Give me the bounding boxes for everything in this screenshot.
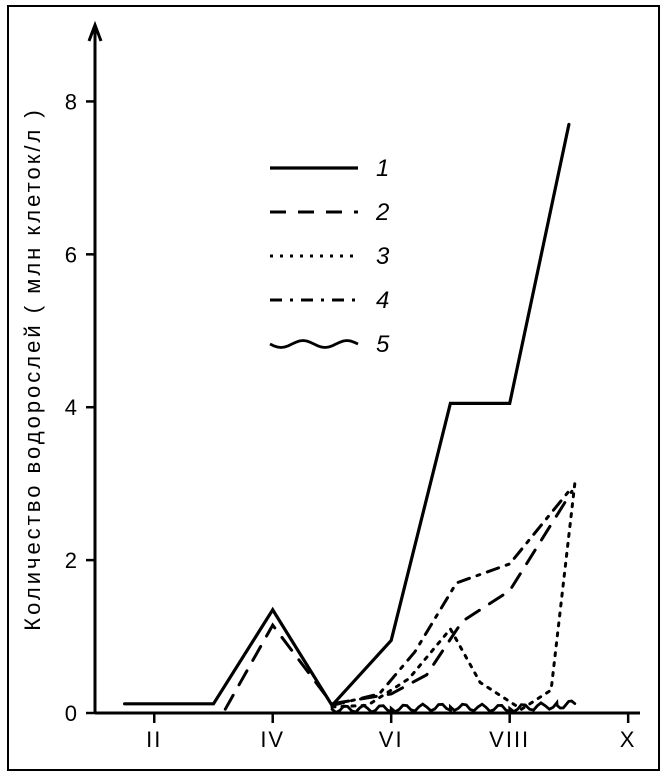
x-tick-label: II bbox=[146, 727, 162, 752]
y-tick-label: 6 bbox=[65, 242, 77, 267]
x-tick-label: IV bbox=[260, 727, 285, 752]
y-axis-label: Количество водорослей ( млн клеток/л ) bbox=[20, 107, 45, 630]
y-tick-label: 4 bbox=[65, 395, 77, 420]
series-s4 bbox=[332, 488, 572, 706]
y-tick-label: 2 bbox=[65, 548, 77, 573]
series-s2 bbox=[225, 491, 572, 709]
series-s1 bbox=[125, 124, 569, 705]
chart-svg: 0 2 4 6 8 II IV VI VIII X Количество водорослей ( … bbox=[0, 0, 668, 780]
series-s5 bbox=[332, 701, 575, 713]
series-s3 bbox=[332, 484, 575, 710]
legend-sample-s5 bbox=[270, 341, 358, 348]
legend-label-s5: 5 bbox=[376, 331, 390, 358]
chart-container: 0 2 4 6 8 II IV VI VIII X Количество водорослей ( … bbox=[0, 0, 668, 780]
y-tick-label: 0 bbox=[65, 701, 77, 726]
outer-border bbox=[8, 6, 659, 770]
x-tick-label: VI bbox=[379, 727, 404, 752]
legend-label-s1: 1 bbox=[376, 155, 389, 182]
x-tick-label: VIII bbox=[489, 727, 530, 752]
legend-label-s3: 3 bbox=[376, 243, 390, 270]
legend-label-s4: 4 bbox=[376, 287, 389, 314]
x-tick-label: X bbox=[620, 727, 637, 752]
legend-label-s2: 2 bbox=[375, 199, 389, 226]
y-tick-label: 8 bbox=[65, 89, 77, 114]
